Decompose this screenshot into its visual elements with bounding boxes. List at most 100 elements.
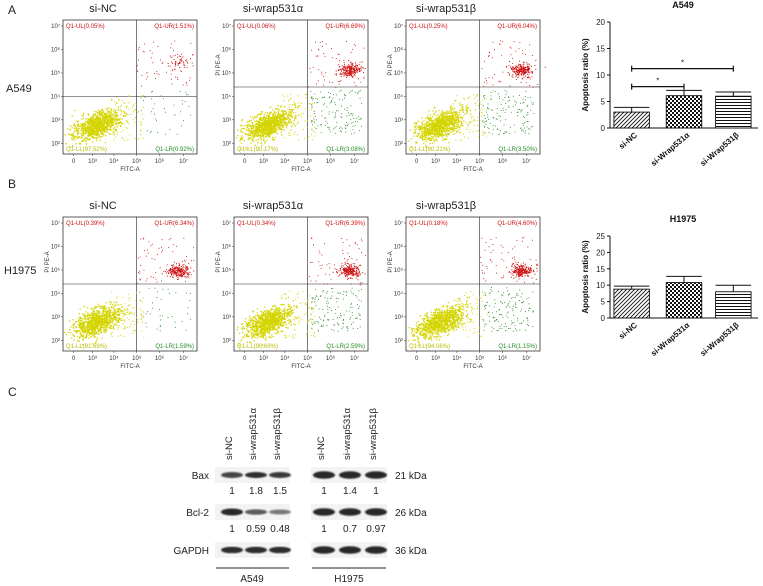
blot-band [313,546,335,554]
flow-y-tick: 10² [222,141,231,147]
bar-chart-A549: A549 0 5 10 15 20 Apoptosis ratio (%) si-NC si-W… [581,0,758,168]
quadrant-label-ll: Q1-LL(90.69%) [237,344,278,350]
flow-x-tick: 10⁵ [475,355,485,362]
flow-y-tick: 10² [222,338,231,344]
bar-y-tick: 0 [601,124,606,133]
blot-band [221,546,243,554]
blot-band [245,509,267,515]
quadrant-label-ur: Q1-UR(6.39%) [325,221,365,227]
flow-y-tick: 10³ [394,118,403,124]
flow-x-tick: 10³ [88,159,97,165]
quadrant-label-ll: Q1-LL(90.17%) [237,147,278,153]
flow-y-tick: 10² [51,338,60,344]
densitometry-value: 0.7 [343,524,357,535]
flow-x-tick: 0 [415,159,419,165]
flow-y-tick: 10⁵ [394,70,404,77]
densitometry-value: 0.59 [246,524,266,535]
blot-band [365,471,387,479]
flow-y-tick: 10⁵ [51,267,61,274]
flow-title-a-0: si-NC [89,3,117,15]
flow-y-tick: 10³ [51,118,60,124]
flow-x-tick: 10³ [88,356,97,362]
quadrant-label-ul: Q1-UL(0.39%) [66,221,105,227]
blot-band [365,546,387,554]
quadrant-label-ul: Q1-UL(0.05%) [66,24,105,30]
flow-event-dots [236,237,366,347]
bar-y-tick: 15 [596,265,605,274]
blot-band [313,471,335,479]
flow-event-dots [407,237,538,346]
western-blot: si-NC si-wrap531α si-wrap531β si-NC si-wrap5… [173,408,427,585]
flow-x-tick: 10⁵ [475,158,485,165]
flow-y-tick: 10⁴ [394,93,404,100]
flow-cytometry-plots: Q1-UL(0.05%) Q1-UR(1.51%) Q1-LL(97.52%) Q1-… [45,19,546,370]
quadrant-label-ur: Q1-UR(4.60%) [497,221,537,227]
quadrant-label-ul: Q1-UL(0.06%) [237,24,276,30]
flow-y-axis-label: PI PE-A [216,251,222,272]
flow-y-tick: 10⁷ [51,220,60,227]
flow-row-label-a549: A549 [6,83,32,95]
blot-band [245,546,267,554]
blot-band [245,471,267,479]
flow-x-axis-label: FITC-A [120,364,139,370]
bar-category-label: si-Wrap531α [649,321,691,358]
cell-line-label: A549 [240,574,264,585]
bar-chart-title: H1975 [670,214,697,224]
flow-y-tick: 10⁵ [222,267,232,274]
flow-x-tick: 10⁵ [303,158,313,165]
quadrant-label-ll: Q1-LL(94.06%) [409,344,450,350]
quadrant-label-lr: Q1-LR(3.08%) [326,147,365,153]
kda-label: 21 kDa [395,471,427,482]
blot-band [269,509,291,515]
flow-y-tick: 10⁶ [394,46,404,53]
flow-x-tick: 10⁵ [132,158,142,165]
flow-y-axis-label: PI PE-A [388,251,394,272]
blot-band [269,471,291,479]
quadrant-label-ll: Q1-LL(91.69%) [66,344,107,350]
flow-y-tick: 10³ [51,315,60,321]
flow-y-tick: 10⁴ [394,290,404,297]
flow-x-tick: 10⁵ [303,355,313,362]
panel-label-c: C [8,385,17,399]
quadrant-label-ur: Q1-UR(1.51%) [154,24,194,30]
quadrant-label-ur: Q1-UR(6.34%) [154,221,194,227]
flow-plot-1-0: Q1-UL(0.39%) Q1-UR(6.34%) Q1-LL(91.69%) Q1-… [45,216,198,370]
densitometry-value: 1 [229,486,235,497]
flow-y-tick: 10⁵ [222,70,232,77]
quadrant-label-lr: Q1-LR(2.59%) [326,344,365,350]
flow-title-a-1: si-wrap531α [243,3,304,15]
flow-x-tick: 0 [72,356,76,362]
quadrant-label-lr: Q1-LR(3.50%) [498,147,537,153]
flow-x-axis-label: FITC-A [463,167,482,173]
bar-si-Wrap531α [665,282,703,319]
kda-label: 36 kDa [395,546,427,557]
flow-event-dots [64,40,194,148]
flow-x-tick: 10⁷ [350,355,359,362]
densitometry-value: 1.8 [249,486,263,497]
flow-plot-0-1: Q1-UL(0.06%) Q1-UR(6.69%) Q1-LL(90.17%) Q1-… [216,19,369,173]
densitometry-value: 1.4 [343,486,357,497]
bar-si-NC [613,288,650,319]
quadrant-label-lr: Q1-LR(1.59%) [155,344,194,350]
flow-y-tick: 10⁷ [222,23,231,30]
flow-title-b-2: si-wrap531β [416,200,476,212]
flow-y-tick: 10⁴ [51,290,61,297]
bar-y-tick: 5 [601,298,606,307]
bar-category-label: si-NC [617,320,639,340]
protein-label: Bcl-2 [186,508,209,519]
flow-x-tick: 10³ [431,356,440,362]
bar-category-label: si-Wrap531α [649,131,691,168]
protein-label: GAPDH [173,546,209,557]
bar-chart-title: A549 [672,0,694,10]
flow-y-axis-label: PI PE-A [45,251,51,272]
protein-label: Bax [192,471,209,482]
flow-title-a-2: si-wrap531β [416,3,476,15]
bar-si-NC [613,111,650,129]
flow-y-tick: 10⁷ [222,220,231,227]
lane-label: si-wrap531α [248,408,259,460]
flow-event-dots [64,237,195,346]
quadrant-label-ll: Q1-LL(90.21%) [409,147,450,153]
blot-band [221,508,243,516]
densitometry-value: 1.5 [273,486,287,497]
